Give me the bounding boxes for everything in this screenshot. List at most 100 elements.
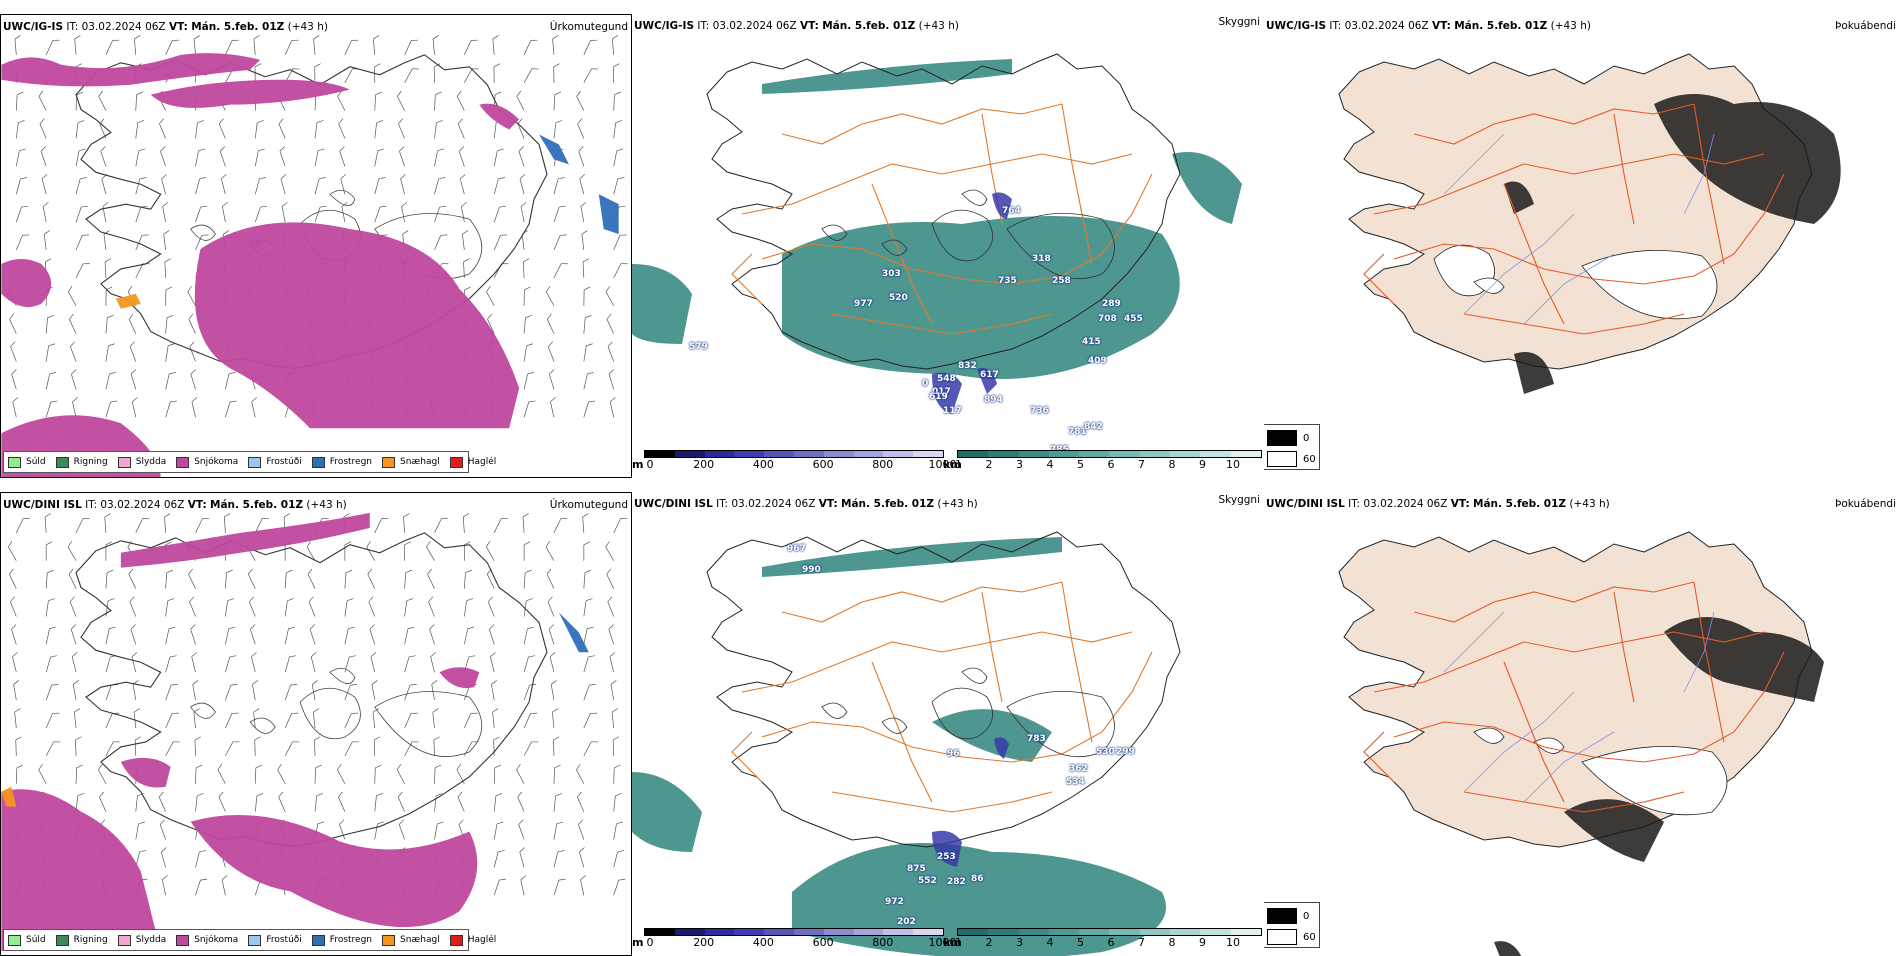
wind-barb <box>554 877 566 897</box>
wind-barb <box>252 680 261 700</box>
wind-barb <box>76 516 90 536</box>
wind-barb <box>488 625 500 645</box>
wind-barb <box>222 202 231 222</box>
wind-barb <box>196 176 207 196</box>
colorbar-tick-label: 1 <box>955 458 962 471</box>
colorbar-segment <box>734 451 764 457</box>
wind-barb <box>582 230 590 250</box>
wind-barb <box>166 598 175 618</box>
colorbar-unit: m <box>632 936 643 949</box>
colorbar-segment <box>883 451 913 457</box>
model: UWC/DINI ISL <box>634 498 713 510</box>
vt-value: Mán. 5.feb. 01Z <box>841 498 934 510</box>
colorbar-segment <box>824 929 854 935</box>
precip-area-snow <box>121 758 171 788</box>
road <box>782 582 1062 622</box>
wind-barb <box>614 148 623 168</box>
colorbar-segment <box>988 451 1018 457</box>
wind-barb <box>464 711 477 731</box>
legend-item: Haglél <box>450 935 497 946</box>
colorbar-segment <box>824 451 854 457</box>
wind-barb <box>554 261 568 281</box>
it-value: 03.02.2024 06Z <box>1345 20 1429 32</box>
colorbar-segment <box>1200 451 1230 457</box>
visibility-value-label: 253 <box>937 852 956 862</box>
wind-barb <box>584 711 597 731</box>
wind-barb <box>251 652 261 672</box>
wind-barb <box>434 148 443 168</box>
wind-barb <box>307 569 321 589</box>
it-label: IT: <box>1329 20 1341 32</box>
lead: (+43 h) <box>1569 498 1609 510</box>
visibility-value-label: 299 <box>1116 747 1135 757</box>
wind-barb <box>315 204 327 224</box>
wind-barb <box>575 764 589 784</box>
wind-barb <box>16 92 23 111</box>
wind-barb <box>218 119 231 139</box>
colorbar-segment <box>1170 929 1200 935</box>
wind-barb <box>524 287 530 306</box>
wind-barb <box>397 119 410 139</box>
wind-barb <box>315 148 324 168</box>
coastline <box>707 532 1180 847</box>
wind-barb <box>524 626 534 646</box>
wind-barb <box>494 765 501 784</box>
wind-barb <box>548 370 559 390</box>
colorbar-segment <box>1079 929 1109 935</box>
wind-barb <box>613 64 619 83</box>
wind-barb <box>554 233 567 253</box>
wind-barb <box>74 35 82 54</box>
wind-barb <box>8 569 22 589</box>
wind-barb <box>396 764 410 784</box>
legend-label: Snæhagl <box>400 935 440 945</box>
wind-barb <box>375 821 384 841</box>
legend-item: Snjókoma <box>176 457 238 468</box>
legend-swatch <box>176 935 189 946</box>
wind-barb <box>134 35 142 54</box>
visibility-value-label: 409 <box>1088 356 1107 366</box>
wind-barb <box>457 792 470 812</box>
wind-barb <box>166 38 179 58</box>
model: UWC/IG-IS <box>1266 20 1326 32</box>
wind-barb <box>584 343 593 363</box>
wind-barb <box>430 652 440 672</box>
wind-barb <box>524 654 535 674</box>
wind-barb <box>612 35 620 54</box>
wind-barb <box>46 399 57 419</box>
wind-barb <box>187 569 201 589</box>
wind-barb <box>462 230 470 250</box>
wind-barb <box>129 342 141 362</box>
wind-barb <box>70 625 82 645</box>
visibility-value-label: 96 <box>947 749 960 759</box>
wind-barb <box>98 792 111 812</box>
visibility-value-label: 552 <box>918 876 937 886</box>
it-label: IT: <box>697 20 709 32</box>
wind-barb <box>434 821 443 841</box>
wind-barb <box>431 680 440 700</box>
wind-barb <box>554 765 561 784</box>
wind-barb <box>158 792 171 812</box>
wind-barb <box>434 92 441 111</box>
wind-barb <box>46 542 52 561</box>
road <box>742 632 1132 692</box>
wind-barb <box>459 174 470 194</box>
precip-area-snow <box>1 53 260 86</box>
wind-barb <box>434 737 441 756</box>
colorbar-tick-label: 200 <box>693 936 714 949</box>
wind-barb <box>583 259 590 278</box>
colorbar-tick-label: 6 <box>1108 458 1115 471</box>
wind-barb <box>494 821 503 841</box>
visibility-km-area <box>782 216 1180 379</box>
wind-barb <box>524 711 537 731</box>
legend-label: Frostregn <box>330 457 372 467</box>
wind-barb <box>405 711 418 731</box>
glacier-outline <box>330 190 355 205</box>
wind-barb <box>69 597 82 617</box>
wind-barb <box>580 202 589 222</box>
it-value: 03.02.2024 06Z <box>82 21 166 33</box>
legend-label: Slydda <box>136 457 166 467</box>
colorbar-tick-label: 5 <box>1077 458 1084 471</box>
precip-type-title: Úrkomutegund <box>550 499 628 511</box>
wind-barb <box>375 176 386 196</box>
wind-barb <box>524 66 538 85</box>
